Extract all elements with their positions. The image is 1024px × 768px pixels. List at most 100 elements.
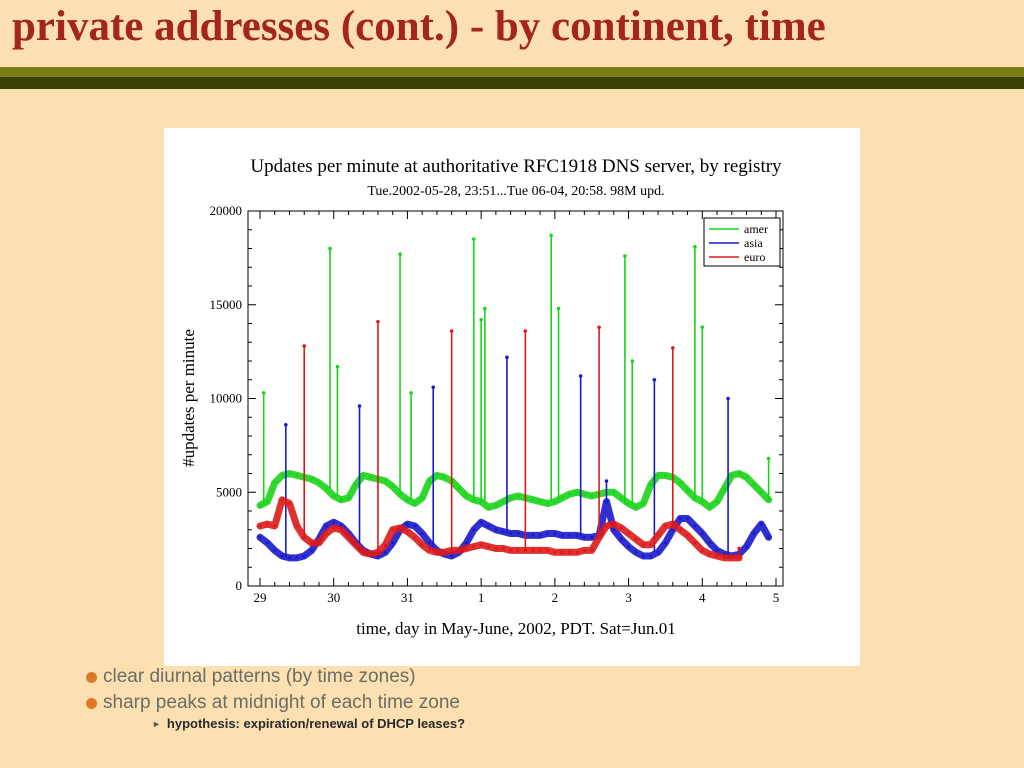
data-point-euro bbox=[700, 548, 704, 552]
data-point-amer bbox=[442, 475, 446, 479]
legend-label-asia: asia bbox=[744, 236, 763, 250]
header-divider-bar bbox=[0, 67, 1024, 77]
data-point-amer bbox=[428, 479, 432, 483]
data-point-euro bbox=[678, 528, 682, 532]
data-point-euro bbox=[405, 530, 409, 534]
data-point-amer bbox=[516, 494, 520, 498]
data-point-euro bbox=[435, 550, 439, 554]
spike-point-euro bbox=[671, 346, 675, 350]
data-point-amer bbox=[501, 500, 505, 504]
y-tick-label: 0 bbox=[236, 578, 243, 593]
data-point-amer bbox=[346, 496, 350, 500]
legend-box bbox=[703, 217, 781, 267]
sub-bullet: ► hypothesis: expiration/renewal of DHCP… bbox=[152, 716, 465, 731]
data-point-euro bbox=[332, 526, 336, 530]
data-point-asia bbox=[280, 554, 284, 558]
data-point-asia bbox=[678, 517, 682, 520]
data-point-euro bbox=[641, 543, 645, 547]
data-point-amer bbox=[324, 487, 328, 490]
data-point-euro bbox=[634, 537, 638, 541]
data-point-amer bbox=[280, 473, 284, 477]
data-point-asia bbox=[745, 545, 749, 549]
data-point-asia bbox=[715, 548, 719, 552]
data-point-amer bbox=[634, 505, 638, 509]
data-point-euro bbox=[295, 524, 299, 528]
series-line-amer bbox=[256, 470, 773, 511]
x-tick-label: 29 bbox=[254, 590, 267, 605]
data-point-asia bbox=[693, 524, 697, 528]
legend-label-euro: euro bbox=[744, 250, 765, 264]
data-point-euro bbox=[317, 541, 321, 545]
data-point-asia bbox=[708, 541, 712, 545]
data-point-amer bbox=[287, 472, 291, 475]
data-point-amer bbox=[627, 502, 631, 505]
y-tick-label: 5000 bbox=[216, 484, 242, 499]
data-point-amer bbox=[413, 502, 417, 505]
data-point-euro bbox=[582, 548, 586, 552]
slide-title: private addresses (cont.) - by continent… bbox=[12, 3, 826, 50]
data-point-euro bbox=[420, 543, 424, 547]
spike-point-asia bbox=[726, 396, 730, 401]
data-point-asia bbox=[324, 524, 328, 528]
data-point-euro bbox=[730, 556, 734, 560]
data-point-euro bbox=[265, 522, 269, 526]
data-point-amer bbox=[354, 483, 358, 487]
spike-point-euro bbox=[449, 329, 454, 333]
data-point-asia bbox=[487, 524, 491, 528]
data-point-euro bbox=[413, 535, 417, 539]
data-point-euro bbox=[464, 547, 468, 550]
spike-point-asia bbox=[604, 479, 609, 483]
data-point-asia bbox=[273, 548, 277, 552]
data-point-euro bbox=[545, 548, 549, 552]
data-point-euro bbox=[339, 528, 343, 532]
data-point-amer bbox=[553, 500, 557, 504]
series-amer bbox=[256, 233, 773, 511]
data-point-amer bbox=[715, 500, 719, 504]
data-point-asia bbox=[501, 530, 505, 534]
data-point-euro bbox=[428, 548, 432, 552]
y-tick-label: 10000 bbox=[210, 391, 243, 406]
spike-point-asia bbox=[431, 385, 436, 390]
spike-point-amer bbox=[630, 359, 635, 363]
data-point-asia bbox=[428, 541, 432, 545]
data-point-asia bbox=[450, 554, 454, 558]
data-point-euro bbox=[280, 498, 284, 502]
data-point-asia bbox=[258, 535, 262, 539]
data-point-amer bbox=[582, 492, 586, 496]
data-point-amer bbox=[317, 481, 321, 485]
series-euro bbox=[256, 319, 743, 562]
data-point-amer bbox=[722, 487, 726, 490]
spike-point-asia bbox=[505, 355, 509, 360]
spike-point-amer bbox=[261, 391, 266, 395]
data-point-amer bbox=[708, 505, 712, 509]
data-point-asia bbox=[686, 517, 690, 520]
data-point-amer bbox=[509, 496, 513, 500]
spike-point-euro bbox=[737, 546, 741, 551]
data-point-euro bbox=[479, 543, 483, 547]
data-point-asia bbox=[582, 535, 586, 539]
data-point-euro bbox=[324, 532, 328, 535]
data-point-asia bbox=[302, 554, 306, 558]
bullet-dot-icon bbox=[86, 671, 97, 683]
data-point-asia bbox=[391, 541, 395, 545]
data-point-asia bbox=[413, 524, 417, 528]
data-point-asia bbox=[641, 554, 645, 558]
data-point-euro bbox=[686, 533, 690, 537]
data-point-euro bbox=[391, 528, 395, 532]
spike-point-amer bbox=[700, 325, 705, 330]
data-point-euro bbox=[516, 548, 520, 552]
data-point-amer bbox=[641, 502, 645, 505]
data-point-euro bbox=[560, 550, 564, 554]
data-point-asia bbox=[295, 556, 299, 560]
data-point-amer bbox=[568, 492, 572, 496]
spike-point-euro bbox=[523, 329, 528, 333]
data-point-amer bbox=[383, 479, 387, 483]
data-point-amer bbox=[295, 473, 299, 477]
data-point-amer bbox=[265, 500, 269, 504]
data-point-euro bbox=[649, 543, 653, 547]
chart-figure: Updates per minute at authoritative RFC1… bbox=[164, 128, 860, 666]
data-point-amer bbox=[258, 503, 262, 507]
data-point-euro bbox=[509, 548, 513, 552]
data-point-amer bbox=[745, 475, 749, 479]
data-point-amer bbox=[531, 498, 535, 502]
